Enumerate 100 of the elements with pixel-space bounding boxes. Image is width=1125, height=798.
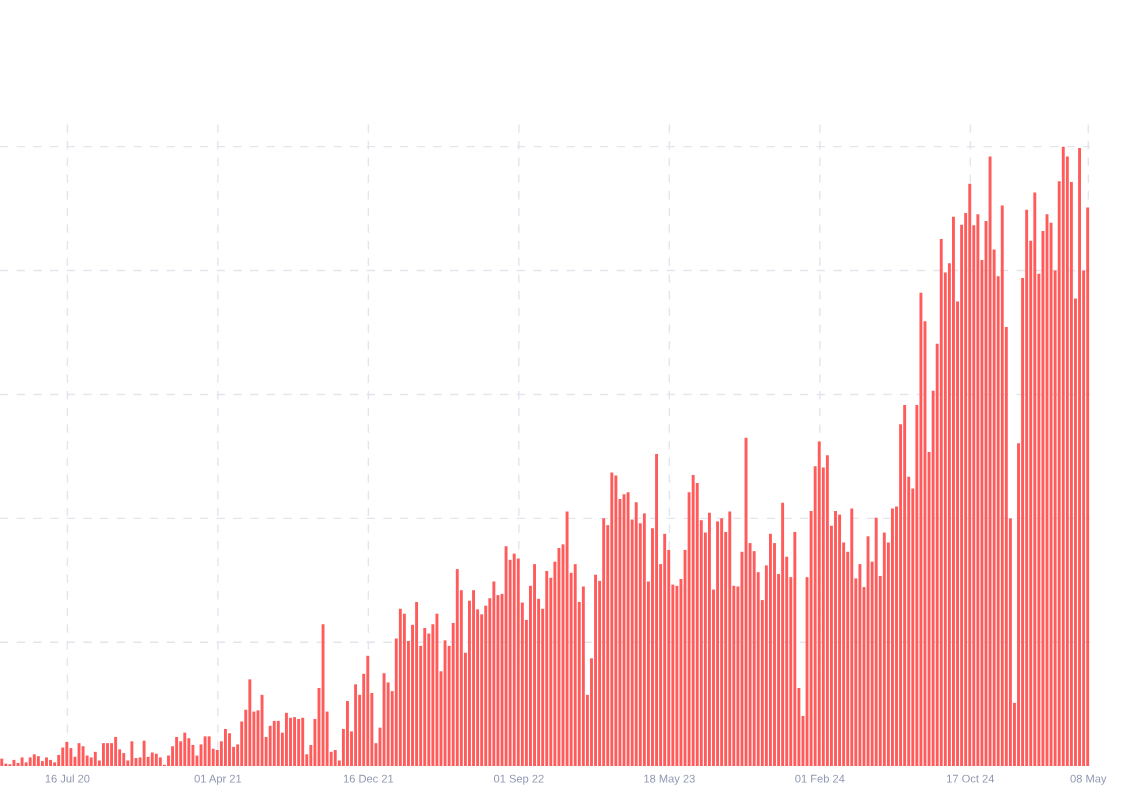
bar <box>858 564 862 767</box>
bar <box>455 569 459 767</box>
bar <box>716 521 720 767</box>
bar <box>32 754 36 767</box>
bar <box>423 627 427 767</box>
bar <box>492 581 496 767</box>
bar <box>838 514 842 767</box>
bar <box>313 719 317 767</box>
bar <box>472 590 475 767</box>
bar <box>968 183 972 767</box>
bar <box>398 608 402 767</box>
bar <box>101 743 105 767</box>
bar <box>81 746 85 767</box>
bar <box>443 640 447 767</box>
bar <box>581 586 585 767</box>
bar <box>504 546 508 767</box>
bar <box>415 601 419 767</box>
bar <box>1033 192 1037 767</box>
bar <box>891 508 894 767</box>
bar <box>545 570 549 767</box>
bar <box>382 673 386 767</box>
bar <box>122 753 126 767</box>
bar <box>268 725 272 767</box>
bar <box>825 455 829 767</box>
bar <box>130 741 134 767</box>
bar <box>0 758 4 767</box>
bar <box>150 752 154 767</box>
bar <box>655 453 659 767</box>
bar <box>12 759 16 767</box>
bar <box>293 717 297 767</box>
bar <box>903 404 907 767</box>
bar <box>817 441 821 767</box>
bar <box>610 472 614 767</box>
x-tick-label: 18 May 23 <box>644 774 695 785</box>
bar <box>1078 147 1081 767</box>
bar <box>663 533 667 767</box>
bar <box>158 757 162 767</box>
bar <box>1041 230 1045 767</box>
bar <box>874 517 878 767</box>
bar <box>626 492 630 767</box>
bar <box>106 743 109 767</box>
bar <box>45 757 48 767</box>
bar <box>366 655 370 767</box>
x-tick-label: 16 Jul 20 <box>45 774 90 783</box>
x-tick-label: 01 Sep 22 <box>493 774 544 785</box>
bar <box>114 736 118 767</box>
bar <box>49 759 52 767</box>
bar <box>1025 209 1029 767</box>
bar <box>354 684 358 767</box>
bar <box>850 508 854 767</box>
bar <box>866 536 870 767</box>
bar <box>728 511 732 767</box>
bar <box>284 712 288 767</box>
bar <box>793 531 797 767</box>
bar <box>276 720 280 767</box>
bar <box>533 564 536 767</box>
bar <box>512 553 516 767</box>
bar <box>272 720 276 767</box>
bar <box>175 736 179 767</box>
bar <box>736 586 740 767</box>
bar <box>333 749 337 767</box>
bar <box>939 238 943 767</box>
x-tick-label: 17 Oct 24 <box>947 774 995 783</box>
bar <box>36 756 40 767</box>
x-tick-label: 08 May <box>1070 774 1107 785</box>
bar <box>1061 146 1065 767</box>
bar <box>20 757 24 767</box>
bar <box>65 741 69 767</box>
bar <box>346 701 349 767</box>
bar <box>435 613 439 767</box>
bar <box>834 510 837 767</box>
bar <box>297 719 301 767</box>
bar <box>289 717 292 767</box>
bar <box>952 216 955 767</box>
bar <box>228 733 231 767</box>
bar <box>1086 207 1090 767</box>
bar <box>602 518 606 767</box>
bar <box>207 736 211 767</box>
x-tick-label: 01 Apr 21 <box>194 774 242 785</box>
bar <box>565 511 569 767</box>
bar <box>573 564 577 767</box>
bar <box>301 717 305 767</box>
bar <box>634 502 638 767</box>
bar <box>142 740 146 767</box>
bar <box>516 558 520 767</box>
bar <box>691 474 695 767</box>
bar <box>594 574 597 767</box>
bar <box>93 751 97 767</box>
bar <box>183 732 187 767</box>
bar <box>28 757 32 767</box>
bar <box>321 624 325 767</box>
bar <box>642 513 646 767</box>
bar <box>223 728 227 767</box>
bar <box>614 475 618 767</box>
bar <box>1000 205 1004 767</box>
bar <box>768 533 772 767</box>
bar <box>248 679 252 767</box>
bar <box>1049 222 1053 767</box>
bar <box>557 548 561 767</box>
bar <box>976 214 980 767</box>
